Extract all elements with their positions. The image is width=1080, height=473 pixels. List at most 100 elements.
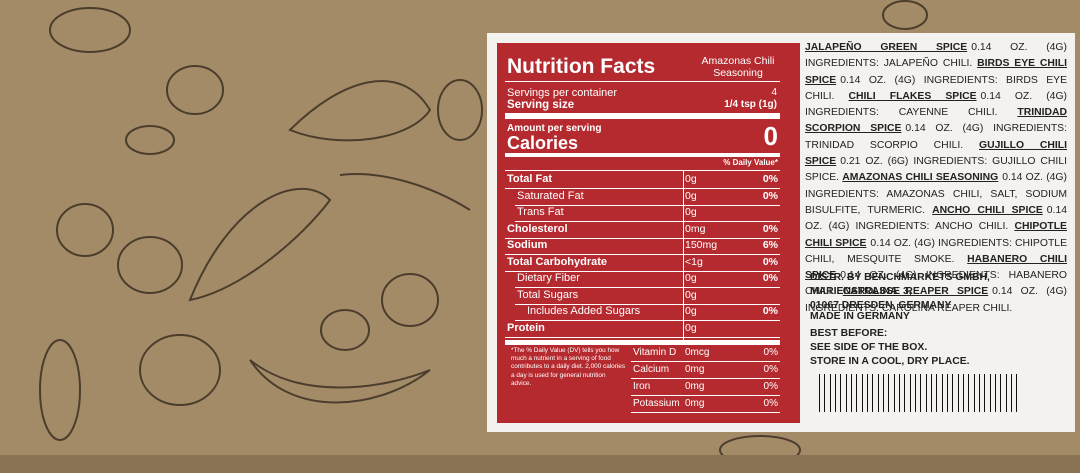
dv-header: % Daily Value* xyxy=(723,158,778,167)
serving-size-value: 1/4 tsp (1g) xyxy=(724,99,777,110)
vitamin-name: Potassium xyxy=(633,398,680,409)
product-name: CAROLINA REAPER SPICE xyxy=(842,286,989,298)
barcode-bar xyxy=(936,374,937,412)
barcode-bar xyxy=(835,374,836,412)
nutrient-amount: 0g xyxy=(685,321,697,334)
distributor: DISTR. BY BENCHMARKETS GMBH, MARIENSTRASS… xyxy=(810,271,990,313)
rule xyxy=(505,336,780,338)
product-ingredients: 0.14 OZ. (4G) INGREDIENTS: JALAPEÑO CHIL… xyxy=(805,42,1067,70)
product-name: AMAZONAS CHILI SEASONING xyxy=(842,172,999,184)
distributor-line: DISTR. BY BENCHMARKETS GMBH, xyxy=(810,272,990,283)
rule xyxy=(631,378,780,379)
storage-line: STORE IN A COOL, DRY PLACE. xyxy=(810,356,970,367)
nutrient-amount: 0g xyxy=(685,189,697,202)
vitamin-amount: 0mcg xyxy=(685,347,710,358)
nutrient-name: Total Carbohydrate xyxy=(507,255,608,268)
distributor-line: MARIENSTRASSE 3, xyxy=(810,286,912,297)
product-ingredients: 0.14 OZ. (4G) INGREDIENTS: CAYENNE CHILI… xyxy=(805,90,1067,119)
nutrient-dv: 0% xyxy=(762,305,778,317)
vitamin-dv: 0% xyxy=(763,364,778,375)
product-ingredients: 0.14 OZ. (4G) INGREDIENTS: CHIPOTLE CHIL… xyxy=(805,237,1067,265)
barcode-bar xyxy=(856,374,857,412)
barcode-bar xyxy=(883,374,884,412)
vitamin-dv: 0% xyxy=(763,347,778,358)
barcode-bar xyxy=(974,374,975,412)
barcode-bar xyxy=(926,374,927,412)
barcode-bar xyxy=(846,374,847,412)
nutrient-name: Total Sugars xyxy=(517,288,579,301)
nutrient-dv: 0% xyxy=(762,189,778,202)
nutrient-dv: 0% xyxy=(762,173,778,185)
rule xyxy=(505,237,780,239)
serving-size-label: Serving size xyxy=(507,99,575,111)
ingredients: JALAPEÑO GREEN SPICE 0.14 OZ. (4G) INGRED… xyxy=(805,40,1067,317)
product-ingredients: 0.14 OZ. (4G) INGREDIENTS: HABANERO CHIL… xyxy=(805,270,1067,298)
product-ingredients: 0.14 OZ. (4G) INGREDIENTS: TRINIDAD SCOR… xyxy=(805,123,1067,151)
nutrient-amount: 0g xyxy=(685,288,697,301)
barcode-bar xyxy=(958,374,959,412)
product-ingredients: 0.21 OZ. (6G) INGREDIENTS: GUJILLO CHILI… xyxy=(805,156,1067,184)
barcode-bar xyxy=(888,374,889,412)
barcode-bar xyxy=(894,374,895,412)
nutrient-name: Dietary Fiber xyxy=(517,272,580,284)
vitamin-amount: 0mg xyxy=(685,381,705,392)
nutrient-name: Trans Fat xyxy=(517,206,564,218)
product-name: GUJILLO CHILI SPICE xyxy=(805,139,1068,168)
barcode-bar xyxy=(862,374,863,412)
product: Amazonas Chili Seasoning xyxy=(701,55,775,79)
vitamin-name: Calcium xyxy=(633,364,670,375)
nutrient-dv: 6% xyxy=(762,239,778,251)
rule xyxy=(515,320,780,321)
barcode-bar xyxy=(979,374,980,412)
nutrient-dv: 0% xyxy=(762,222,778,235)
barcode-bar xyxy=(931,374,932,412)
nutrient-amount: <1g xyxy=(685,255,703,268)
vitamin-name: Iron xyxy=(633,381,651,392)
rule xyxy=(505,254,780,255)
storage: BEST BEFORE: SEE SIDE OF THE BOX. STORE IN… xyxy=(810,327,970,369)
product-name: BIRDS EYE CHILI SPICE xyxy=(805,58,1068,86)
distributor-line: 01067 DRESDEN, GERMANY xyxy=(810,300,952,311)
product-ingredients: 0.14 OZ. (4G) INGREDIENTS: AMAZONAS CHIL… xyxy=(805,172,1067,216)
product-ingredients: 0.14 OZ. (4G) INGREDIENTS: CAROLINA REAP… xyxy=(805,286,1067,314)
nutrient-amount: 0g xyxy=(685,206,697,218)
rule xyxy=(505,81,780,82)
barcode-bar xyxy=(867,374,868,412)
rule xyxy=(505,170,780,171)
product-ingredients: 0.14 OZ. (4G) INGREDIENTS: ANCHO CHILI. xyxy=(805,204,1068,233)
rule xyxy=(515,303,780,305)
column-rule xyxy=(683,170,684,342)
rule xyxy=(505,188,780,189)
barcode-bar xyxy=(824,374,825,412)
nutrient-name: Cholesterol xyxy=(507,222,568,235)
vitamin-amount: 0mg xyxy=(685,364,705,375)
footnote: *The % Daily Value (DV) tells you how mu… xyxy=(511,347,626,387)
rule xyxy=(505,113,780,119)
rule xyxy=(631,412,780,413)
origin: MADE IN GERMANY xyxy=(810,311,910,322)
barcode-bar xyxy=(819,374,820,412)
rule xyxy=(515,204,780,206)
rule xyxy=(505,153,780,157)
barcode xyxy=(819,374,1017,412)
barcode-bar xyxy=(830,374,831,412)
barcode-bar xyxy=(920,374,921,412)
barcode-bar xyxy=(942,374,943,412)
product-ingredients: 0.14 OZ. (4G) INGREDIENTS: BIRDS EYE CHI… xyxy=(805,74,1067,102)
barcode-bar xyxy=(968,374,969,412)
product-name: CHIPOTLE CHILI SPICE xyxy=(805,221,1067,249)
barcode-bar xyxy=(851,374,852,412)
barcode-bar xyxy=(990,374,991,412)
barcode-bar xyxy=(984,374,985,412)
barcode-bar xyxy=(1000,374,1001,412)
calories-value: 0 xyxy=(763,121,778,151)
barcode-bar xyxy=(904,374,905,412)
product-name: CHILI FLAKES SPICE xyxy=(848,90,977,102)
servings-label: Servings per container xyxy=(507,87,618,99)
barcode-bar xyxy=(947,374,948,412)
barcode-bar xyxy=(1016,374,1017,412)
amount-label: Amount per serving xyxy=(507,123,602,134)
nutrient-amount: 0g xyxy=(685,305,697,317)
